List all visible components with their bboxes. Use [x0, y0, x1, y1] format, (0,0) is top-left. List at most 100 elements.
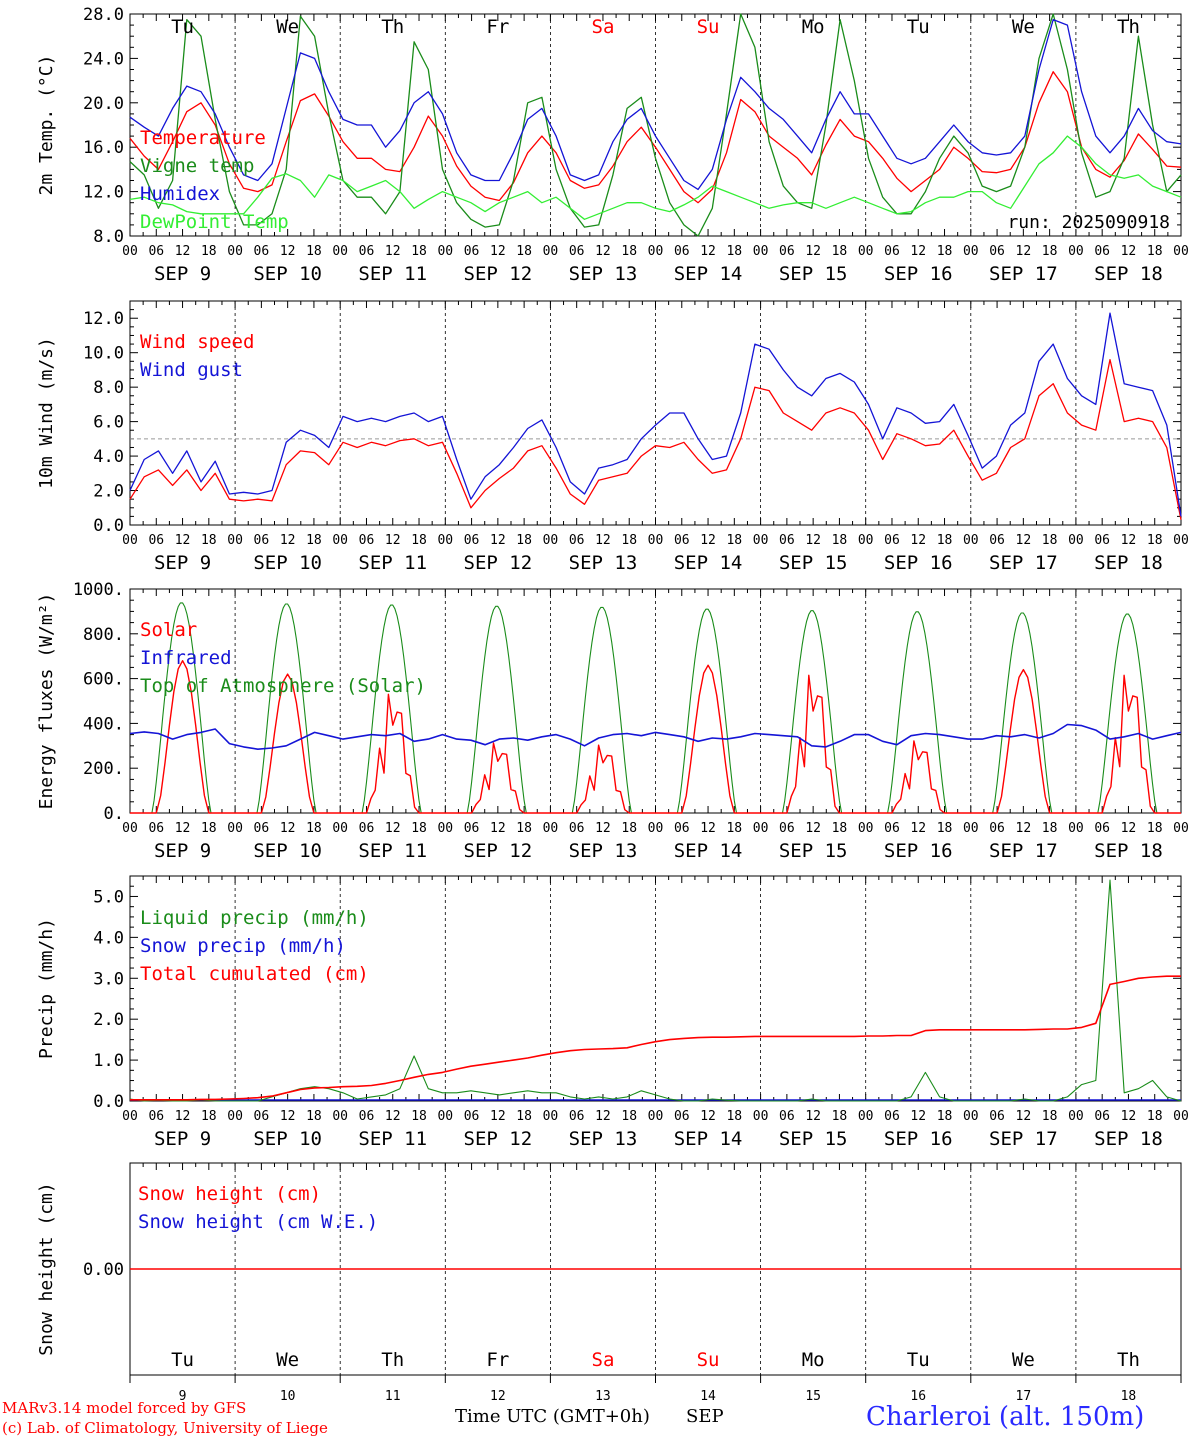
series-line-vigne-temp: [129, 13, 1182, 237]
hour-tick-label: 12: [700, 1109, 716, 1124]
day-abbr-label: Fr: [486, 16, 509, 38]
date-label: SEP 10: [253, 263, 322, 285]
hour-tick-label: 00: [1068, 533, 1084, 548]
hour-tick-label: 18: [937, 821, 953, 836]
y-tick-label: 8.0: [93, 227, 124, 247]
date-label: SEP 14: [674, 552, 743, 574]
hour-tick-label: 00: [437, 821, 453, 836]
date-label: SEP 12: [464, 1128, 533, 1150]
date-label: SEP 14: [674, 1128, 743, 1150]
date-label: SEP 16: [884, 263, 953, 285]
y-tick-label: 12.0: [83, 309, 124, 329]
hour-tick-label: 18: [306, 244, 322, 259]
hour-tick-label: 00: [1068, 1109, 1084, 1124]
hour-tick-label: 06: [674, 244, 690, 259]
hour-tick-label: 00: [648, 821, 664, 836]
hour-tick-label: 18: [411, 1109, 427, 1124]
day-number-label: 11: [385, 1389, 401, 1404]
hour-tick-label: 12: [385, 821, 401, 836]
date-label: SEP 13: [569, 840, 638, 862]
y-axis-label: Precip (mm/h): [36, 918, 57, 1059]
hour-tick-label: 12: [805, 244, 821, 259]
hour-tick-label: 18: [832, 821, 848, 836]
hour-tick-label: 06: [148, 533, 164, 548]
hour-tick-label: 06: [1094, 244, 1110, 259]
credit-model: MARv3.14 model forced by GFS: [2, 1399, 247, 1417]
y-tick-label: 2.0: [93, 1010, 124, 1030]
y-tick-label: 400.: [83, 714, 124, 734]
hour-tick-label: 00: [122, 533, 138, 548]
hour-tick-label: 06: [464, 244, 480, 259]
hour-tick-label: 12: [490, 533, 506, 548]
hour-tick-label: 12: [910, 244, 926, 259]
date-label: SEP 17: [989, 840, 1058, 862]
hour-tick-label: 06: [779, 821, 795, 836]
day-abbr-label: Su: [697, 1349, 720, 1371]
x-axis-title: Time UTC (GMT+0h): [455, 1406, 650, 1427]
hour-tick-label: 06: [569, 244, 585, 259]
location-label: Charleroi (alt. 150m): [866, 1402, 1145, 1432]
y-axis-label: 10m Wind (m/s): [36, 337, 57, 489]
hour-tick-label: 06: [254, 533, 270, 548]
day-number-label: 13: [595, 1389, 611, 1404]
day-abbr-label: Tu: [907, 16, 930, 38]
hour-tick-label: 00: [227, 821, 243, 836]
y-tick-label: 0.00: [83, 1260, 124, 1280]
hour-tick-label: 06: [884, 821, 900, 836]
date-label: SEP 11: [358, 552, 427, 574]
hour-tick-label: 18: [621, 533, 637, 548]
day-abbr-label: We: [276, 1349, 299, 1371]
date-label: SEP 18: [1094, 840, 1163, 862]
y-tick-label: 16.0: [83, 138, 124, 158]
day-number-label: 10: [280, 1389, 296, 1404]
y-tick-label: 6.0: [93, 413, 124, 433]
series-line-dewpoint-temp: [129, 135, 1182, 220]
hour-tick-label: 12: [595, 533, 611, 548]
date-label: SEP 12: [464, 840, 533, 862]
day-abbr-label: Th: [381, 1349, 404, 1371]
hour-tick-label: 12: [1121, 533, 1137, 548]
run-label: run: 2025090918: [1007, 212, 1170, 233]
legend-entry: Wind speed: [140, 331, 254, 353]
hour-tick-label: 06: [779, 244, 795, 259]
hour-tick-label: 00: [858, 244, 874, 259]
hour-tick-label: 18: [201, 533, 217, 548]
hour-tick-label: 12: [595, 821, 611, 836]
hour-tick-label: 00: [227, 533, 243, 548]
hour-tick-label: 12: [1121, 1109, 1137, 1124]
hour-tick-label: 00: [753, 533, 769, 548]
y-tick-label: 2.0: [93, 482, 124, 502]
y-tick-label: 3.0: [93, 969, 124, 989]
hour-tick-label: 12: [700, 244, 716, 259]
hour-tick-label: 00: [1068, 821, 1084, 836]
hour-tick-label: 00: [122, 1109, 138, 1124]
hour-tick-label: 12: [1016, 1109, 1032, 1124]
hour-tick-label: 18: [832, 244, 848, 259]
date-label: SEP 17: [989, 1128, 1058, 1150]
legend-entry: Total cumulated (cm): [140, 963, 369, 985]
y-tick-label: 28.0: [83, 5, 124, 25]
hour-tick-label: 06: [254, 821, 270, 836]
hour-tick-label: 00: [1173, 533, 1189, 548]
hour-tick-label: 12: [805, 1109, 821, 1124]
hour-tick-label: 06: [464, 533, 480, 548]
hour-tick-label: 00: [227, 1109, 243, 1124]
hour-tick-label: 06: [1094, 533, 1110, 548]
legend-entry: Vigne temp: [140, 155, 254, 177]
y-tick-label: 600.: [83, 670, 124, 690]
hour-tick-label: 12: [175, 533, 191, 548]
legend-entry: Snow height (cm W.E.): [138, 1211, 378, 1233]
hour-tick-label: 00: [753, 244, 769, 259]
day-number-label: 9: [179, 1389, 187, 1404]
hour-tick-label: 18: [516, 821, 532, 836]
day-abbr-label: We: [1012, 1349, 1035, 1371]
hour-tick-label: 12: [1121, 821, 1137, 836]
hour-tick-label: 12: [910, 821, 926, 836]
day-abbr-label: Th: [381, 16, 404, 38]
y-axis-label: Energy fluxes (W/m²): [36, 593, 57, 810]
hour-tick-label: 12: [385, 533, 401, 548]
hour-tick-label: 06: [254, 1109, 270, 1124]
day-number-label: 14: [700, 1389, 716, 1404]
hour-tick-label: 06: [359, 533, 375, 548]
hour-tick-label: 12: [805, 533, 821, 548]
